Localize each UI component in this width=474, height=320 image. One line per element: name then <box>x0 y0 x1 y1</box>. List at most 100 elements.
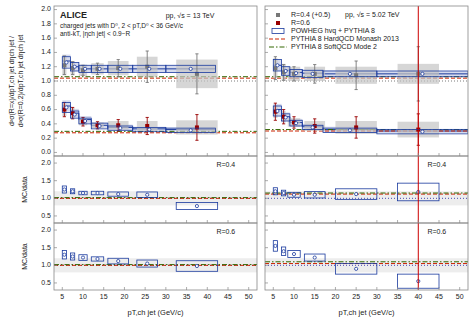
legend-label: PYTHIA 8 SoftQCD Mode 2 <box>291 43 377 51</box>
model-point <box>83 67 86 70</box>
model-box <box>377 71 468 77</box>
error-cap <box>71 107 74 108</box>
error-cap <box>117 76 120 77</box>
panel: R=0.4 (+0.5)R=0.6POWHEG hvq + PYTHIA 8PY… <box>265 6 468 156</box>
model-box <box>62 57 70 68</box>
x-tick <box>62 287 63 290</box>
y-tick-label: 1.0 <box>41 77 51 84</box>
plot-frame <box>54 6 257 156</box>
error-cap <box>282 80 285 81</box>
x-tick-label: 5 <box>271 293 275 300</box>
x-tick <box>273 153 274 156</box>
x-tick <box>418 153 419 156</box>
error-cap <box>292 116 295 117</box>
x-tick <box>207 220 208 223</box>
model-point <box>282 191 285 194</box>
model-box <box>133 127 166 131</box>
model-line <box>54 264 257 265</box>
y-tick-label: 1.4 <box>41 48 51 55</box>
model-box <box>62 102 70 112</box>
error-cap <box>355 116 358 117</box>
x-tick <box>165 220 166 223</box>
x-tick-label: 30 <box>373 293 381 300</box>
error-cap <box>313 64 316 65</box>
model-box <box>108 65 133 72</box>
plot-frame <box>265 6 468 156</box>
y-tick <box>54 109 57 110</box>
y-tick <box>265 9 268 10</box>
x-tick-label: 50 <box>245 293 253 300</box>
x-tick <box>439 220 440 223</box>
y-tick <box>265 215 268 216</box>
x-tick <box>397 220 398 223</box>
legend-label: POWHEG hvq + PYTHIA 8 <box>291 27 375 35</box>
error-cap <box>274 120 277 121</box>
error-cap <box>96 74 99 75</box>
reference-line <box>265 198 468 199</box>
x-tick <box>418 220 419 223</box>
panel: 5101520253035404550pT,ch jet (GeV/c)R=0.… <box>265 223 468 317</box>
model-point <box>117 192 120 195</box>
x-tick-label: 30 <box>162 293 170 300</box>
model-point <box>311 72 314 75</box>
error-cap <box>195 53 198 54</box>
x-tick <box>376 287 377 290</box>
systematic-box <box>62 103 66 116</box>
model-point <box>355 267 358 270</box>
error-cap <box>282 64 285 65</box>
error-cap <box>313 83 316 84</box>
model-box <box>91 65 108 72</box>
model-box <box>71 189 75 194</box>
model-box <box>91 123 108 129</box>
y-tick-label: 2.0 <box>41 5 51 12</box>
legend-label: PYTHIA 8 HardQCD Monash 2013 <box>291 35 399 43</box>
y-tick <box>54 198 57 199</box>
model-box <box>71 62 79 71</box>
model-point <box>71 255 74 258</box>
model-box <box>62 251 66 259</box>
x-tick-label: 20 <box>121 293 129 300</box>
x-tick <box>62 220 63 223</box>
x-tick <box>248 220 249 223</box>
y-tick <box>265 282 268 283</box>
model-line <box>265 261 468 262</box>
error-cap <box>146 51 149 52</box>
x-tick <box>294 153 295 156</box>
y-tick-label: 0.8 <box>41 91 51 98</box>
plot-frame <box>265 156 468 223</box>
x-tick-label: 35 <box>394 293 402 300</box>
x-tick <box>397 153 398 156</box>
x-tick <box>207 153 208 156</box>
model-point <box>348 72 351 75</box>
x-tick-label: 50 <box>456 293 464 300</box>
y-tick <box>265 265 268 266</box>
error-cap <box>282 123 285 124</box>
model-point <box>294 72 297 75</box>
model-box <box>288 251 300 258</box>
model-point <box>117 259 120 262</box>
model-box <box>108 126 133 130</box>
model-box <box>273 188 277 195</box>
y-axis-label-line: d²σ(R=0.2)/dpT,ch jet dηch jet <box>17 35 25 128</box>
x-tick-label: 20 <box>332 293 340 300</box>
panel: 0.51.01.52.0MC/dataR=0.4 <box>21 156 257 223</box>
y-tick <box>54 180 57 181</box>
model-box <box>290 70 302 77</box>
model-box <box>108 192 129 196</box>
y-tick <box>54 9 57 10</box>
model-line <box>54 265 257 266</box>
x-tick <box>294 287 295 290</box>
y-axis-label: MC/data <box>21 176 28 203</box>
model-point <box>65 61 68 64</box>
x-tick <box>439 287 440 290</box>
plot-area <box>265 6 468 156</box>
model-point <box>313 193 316 196</box>
reference-line <box>54 81 257 82</box>
x-tick-label: 45 <box>224 293 232 300</box>
panel: R=0.4 <box>265 156 468 223</box>
error-cap <box>71 74 74 75</box>
y-tick <box>265 109 268 110</box>
x-tick-label: 40 <box>203 293 211 300</box>
legend-swatch <box>269 47 287 48</box>
x-tick <box>248 153 249 156</box>
